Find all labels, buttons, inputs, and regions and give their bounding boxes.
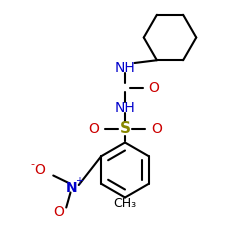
Text: N: N bbox=[66, 180, 77, 194]
Text: O: O bbox=[151, 122, 162, 136]
Text: +: + bbox=[76, 176, 84, 186]
Text: S: S bbox=[120, 121, 130, 136]
Text: -: - bbox=[30, 159, 34, 169]
Text: O: O bbox=[88, 122, 99, 136]
Text: O: O bbox=[53, 206, 64, 220]
Text: NH: NH bbox=[114, 100, 136, 114]
Text: O: O bbox=[34, 163, 46, 177]
Text: NH: NH bbox=[114, 60, 136, 74]
Text: O: O bbox=[148, 80, 159, 94]
Text: CH₃: CH₃ bbox=[114, 197, 136, 210]
